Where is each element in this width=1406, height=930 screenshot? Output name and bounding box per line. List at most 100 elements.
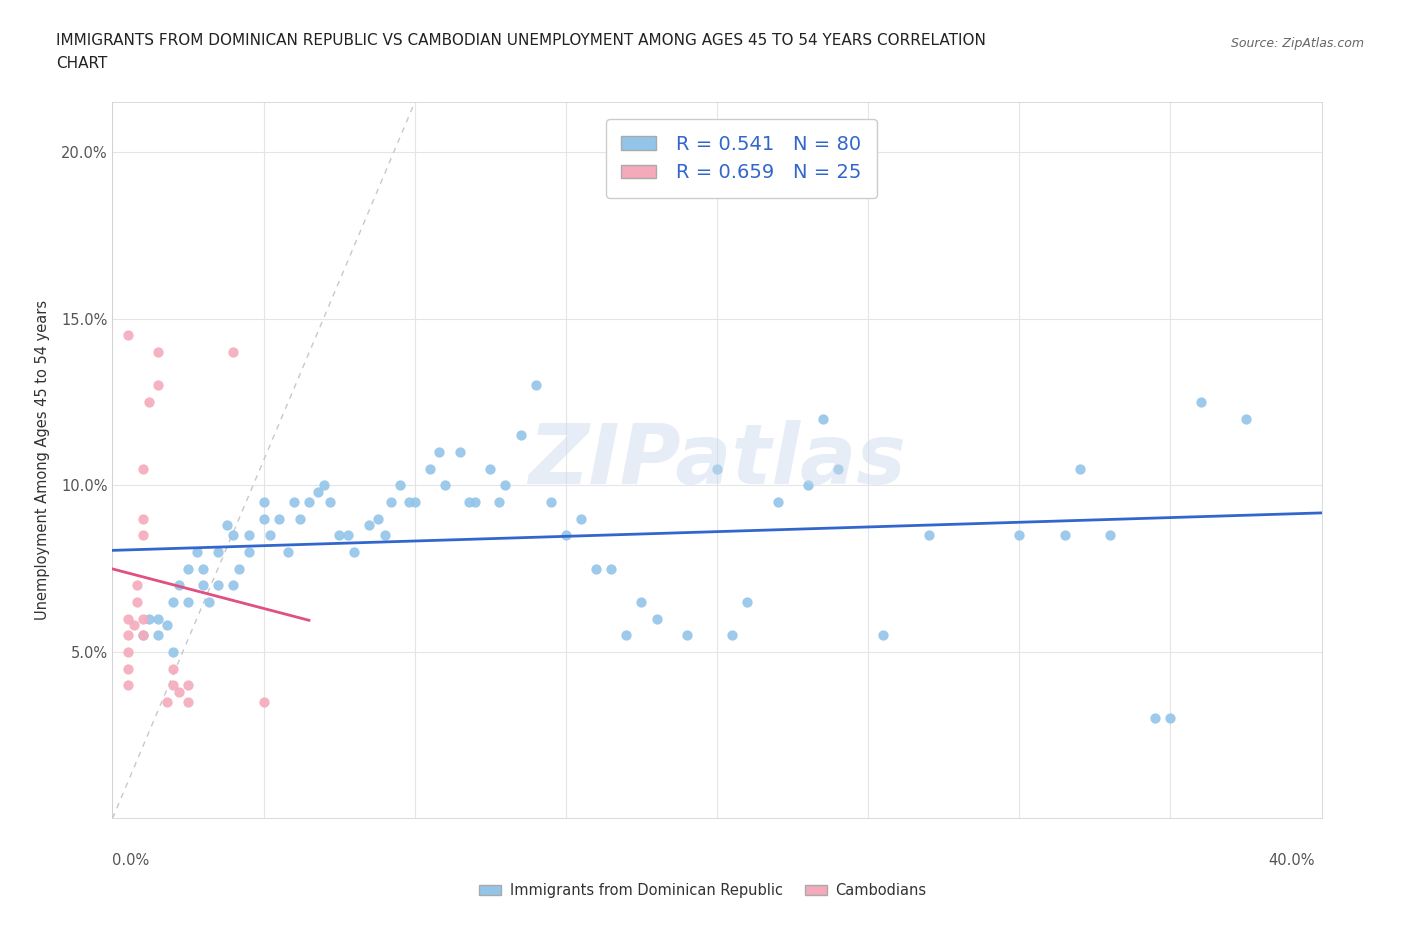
Point bbox=[162, 661, 184, 676]
Point bbox=[167, 684, 190, 699]
Point bbox=[167, 578, 190, 592]
Text: 40.0%: 40.0% bbox=[1268, 853, 1315, 868]
Point bbox=[277, 544, 299, 559]
Point bbox=[721, 628, 744, 643]
Point bbox=[138, 394, 160, 409]
Point bbox=[328, 528, 350, 543]
Point bbox=[398, 495, 420, 510]
Point bbox=[827, 461, 849, 476]
Point bbox=[737, 594, 759, 609]
Point bbox=[132, 628, 155, 643]
Point bbox=[191, 561, 214, 576]
Text: ZIPatlas: ZIPatlas bbox=[529, 419, 905, 501]
Point bbox=[132, 512, 155, 526]
Point bbox=[464, 495, 486, 510]
Point bbox=[222, 528, 245, 543]
Point bbox=[1008, 528, 1031, 543]
Point bbox=[569, 512, 592, 526]
Point bbox=[314, 478, 336, 493]
Point bbox=[198, 594, 221, 609]
Point bbox=[359, 518, 381, 533]
Point bbox=[307, 485, 329, 499]
Point bbox=[186, 544, 208, 559]
Text: 0.0%: 0.0% bbox=[112, 853, 149, 868]
Point bbox=[706, 461, 728, 476]
Point bbox=[146, 345, 169, 360]
Point bbox=[419, 461, 441, 476]
Point bbox=[600, 561, 623, 576]
Point bbox=[1234, 411, 1257, 426]
Point bbox=[367, 512, 389, 526]
Point bbox=[540, 495, 562, 510]
Point bbox=[162, 594, 184, 609]
Point bbox=[458, 495, 481, 510]
Point bbox=[918, 528, 941, 543]
Point bbox=[146, 378, 169, 392]
Point bbox=[374, 528, 396, 543]
Point bbox=[207, 544, 229, 559]
Point bbox=[177, 561, 200, 576]
Point bbox=[433, 478, 456, 493]
Point bbox=[122, 618, 145, 632]
Point bbox=[177, 594, 200, 609]
Point bbox=[337, 528, 360, 543]
Point bbox=[298, 495, 321, 510]
Point bbox=[238, 544, 260, 559]
Point bbox=[132, 528, 155, 543]
Point bbox=[117, 328, 139, 343]
Text: CHART: CHART bbox=[56, 56, 108, 71]
Point bbox=[162, 644, 184, 659]
Point bbox=[177, 678, 200, 693]
Point bbox=[343, 544, 366, 559]
Point bbox=[177, 695, 200, 710]
Point bbox=[380, 495, 402, 510]
Point bbox=[259, 528, 281, 543]
Point bbox=[267, 512, 290, 526]
Point bbox=[811, 411, 834, 426]
Y-axis label: Unemployment Among Ages 45 to 54 years: Unemployment Among Ages 45 to 54 years bbox=[35, 300, 49, 620]
Point bbox=[404, 495, 426, 510]
Point bbox=[488, 495, 510, 510]
Point bbox=[125, 594, 148, 609]
Point bbox=[138, 611, 160, 626]
Point bbox=[125, 578, 148, 592]
Point bbox=[630, 594, 652, 609]
Point bbox=[1098, 528, 1121, 543]
Point bbox=[796, 478, 818, 493]
Point bbox=[524, 378, 547, 392]
Point bbox=[1159, 711, 1181, 726]
Point bbox=[283, 495, 305, 510]
Text: IMMIGRANTS FROM DOMINICAN REPUBLIC VS CAMBODIAN UNEMPLOYMENT AMONG AGES 45 TO 54: IMMIGRANTS FROM DOMINICAN REPUBLIC VS CA… bbox=[56, 33, 986, 47]
Point bbox=[222, 345, 245, 360]
Point bbox=[132, 628, 155, 643]
Point bbox=[427, 445, 450, 459]
Point bbox=[222, 578, 245, 592]
Point bbox=[1069, 461, 1091, 476]
Point bbox=[207, 578, 229, 592]
Point bbox=[238, 528, 260, 543]
Point bbox=[191, 578, 214, 592]
Point bbox=[117, 644, 139, 659]
Point bbox=[117, 678, 139, 693]
Point bbox=[253, 512, 276, 526]
Point bbox=[319, 495, 342, 510]
Point bbox=[156, 618, 179, 632]
Point bbox=[162, 678, 184, 693]
Point bbox=[616, 628, 638, 643]
Point bbox=[117, 611, 139, 626]
Point bbox=[132, 461, 155, 476]
Point bbox=[146, 611, 169, 626]
Point bbox=[554, 528, 576, 543]
Point bbox=[217, 518, 239, 533]
Point bbox=[675, 628, 697, 643]
Point bbox=[253, 695, 276, 710]
Point bbox=[1189, 394, 1212, 409]
Legend: R = 0.541   N = 80, R = 0.659   N = 25: R = 0.541 N = 80, R = 0.659 N = 25 bbox=[606, 119, 877, 198]
Point bbox=[1053, 528, 1076, 543]
Point bbox=[449, 445, 471, 459]
Text: Source: ZipAtlas.com: Source: ZipAtlas.com bbox=[1230, 37, 1364, 50]
Legend: Immigrants from Dominican Republic, Cambodians: Immigrants from Dominican Republic, Camb… bbox=[474, 877, 932, 904]
Point bbox=[146, 628, 169, 643]
Point bbox=[872, 628, 894, 643]
Point bbox=[228, 561, 250, 576]
